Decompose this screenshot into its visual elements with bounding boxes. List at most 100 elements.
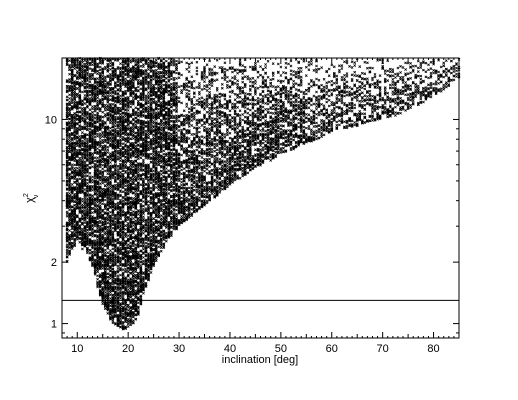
data-point <box>103 77 107 81</box>
data-point <box>134 270 138 273</box>
data-point <box>111 197 115 201</box>
data-point <box>96 156 99 160</box>
data-point <box>68 113 71 117</box>
data-point <box>124 228 127 231</box>
data-point <box>91 165 94 169</box>
data-point <box>109 158 112 161</box>
data-point <box>65 169 69 173</box>
data-point <box>121 190 125 194</box>
data-point <box>65 95 69 99</box>
data-point <box>81 200 84 203</box>
data-point <box>98 158 102 161</box>
data-point <box>109 191 112 195</box>
data-point <box>116 309 120 312</box>
data-point <box>68 194 71 198</box>
data-point <box>68 205 71 209</box>
data-point <box>101 110 105 114</box>
data-point <box>116 165 120 168</box>
data-point <box>73 159 77 163</box>
data-point <box>83 209 87 213</box>
data-point <box>68 200 71 204</box>
data-point <box>109 293 112 297</box>
data-point <box>65 188 69 191</box>
data-point <box>68 192 71 195</box>
data-point <box>93 90 97 93</box>
data-point <box>96 134 99 138</box>
data-point <box>131 71 135 75</box>
data-point <box>88 61 92 65</box>
data-point <box>101 175 105 179</box>
data-point <box>126 285 130 289</box>
data-point <box>93 182 97 186</box>
data-point <box>124 243 127 246</box>
data-point <box>129 147 133 151</box>
data-point <box>121 232 125 236</box>
data-point <box>124 215 127 218</box>
data-point <box>124 79 127 83</box>
data-point <box>65 245 69 249</box>
data-point <box>83 122 87 126</box>
data-point <box>109 98 112 101</box>
data-point <box>131 78 135 82</box>
data-point <box>78 166 82 169</box>
data-point <box>70 167 74 171</box>
data-point <box>70 192 74 195</box>
data-point <box>109 187 112 190</box>
data-point <box>70 95 74 98</box>
data-point <box>88 243 92 247</box>
data-point <box>68 238 71 241</box>
data-point <box>101 208 105 212</box>
data-point <box>131 205 135 209</box>
data-point <box>86 174 89 178</box>
data-point <box>126 185 130 188</box>
data-point <box>101 181 105 185</box>
data-point <box>81 247 84 251</box>
data-point <box>73 67 77 70</box>
data-point <box>65 252 69 256</box>
data-point <box>134 152 138 156</box>
data-point <box>83 198 87 202</box>
data-point <box>129 246 133 250</box>
data-point <box>83 94 87 97</box>
data-point <box>121 115 125 118</box>
data-point <box>131 319 135 323</box>
data-point <box>109 76 112 80</box>
data-point <box>129 295 133 299</box>
data-point <box>96 62 99 66</box>
data-point <box>103 146 107 150</box>
data-point <box>73 100 77 103</box>
data-point <box>101 74 105 78</box>
data-point <box>134 190 138 193</box>
data-point <box>96 147 99 150</box>
data-point <box>96 72 99 76</box>
data-point <box>86 151 89 155</box>
data-point <box>103 231 107 234</box>
data-point <box>68 97 71 100</box>
data-point <box>116 155 120 158</box>
data-point <box>88 127 92 131</box>
data-point <box>101 220 105 224</box>
data-point <box>73 242 77 246</box>
data-point <box>68 125 71 128</box>
data-point <box>103 103 107 107</box>
data-point <box>65 107 69 111</box>
data-point <box>68 168 71 171</box>
data-point <box>116 215 120 219</box>
data-point <box>86 181 89 185</box>
data-point <box>65 176 69 180</box>
data-point <box>65 152 69 155</box>
data-point <box>124 77 127 81</box>
data-point <box>68 139 71 142</box>
data-point <box>65 127 69 130</box>
data-point <box>91 111 94 114</box>
data-point <box>75 70 79 73</box>
data-point <box>134 192 138 196</box>
data-point <box>91 180 94 184</box>
data-point <box>114 141 117 145</box>
data-point <box>91 234 94 238</box>
data-point <box>70 245 74 248</box>
data-point <box>129 102 133 106</box>
data-point <box>86 133 89 137</box>
data-point <box>88 80 92 84</box>
data-point <box>109 115 112 119</box>
